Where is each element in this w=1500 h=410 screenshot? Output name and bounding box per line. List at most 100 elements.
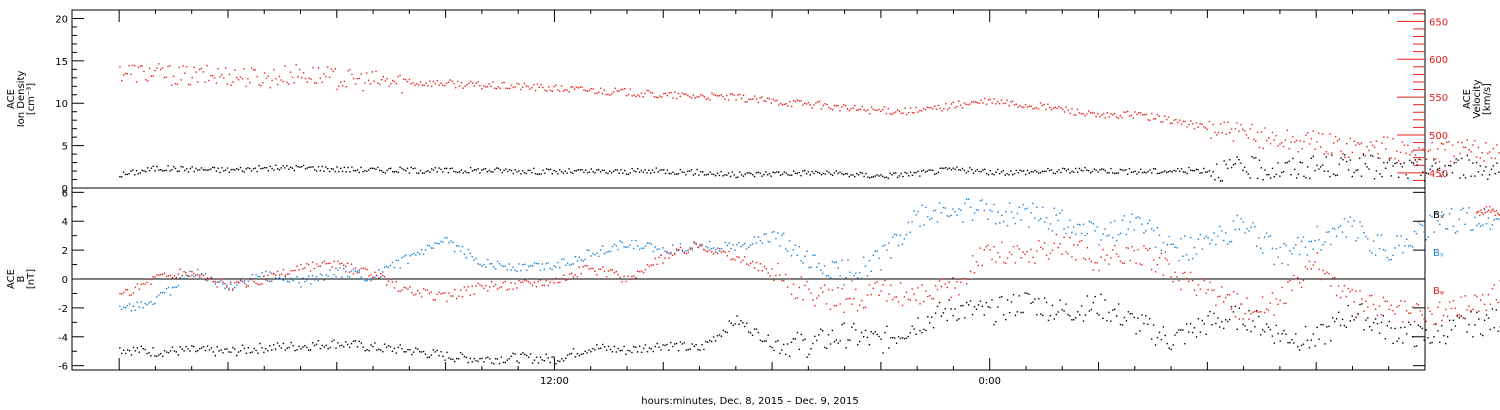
data-point [220,280,222,282]
data-point [464,170,466,172]
data-point [1160,249,1163,251]
data-point [275,164,277,166]
data-point [294,269,296,272]
data-point [876,109,878,112]
data-point [1119,232,1122,234]
data-point [1464,317,1466,320]
data-point [940,315,943,317]
data-point [282,165,284,167]
data-point [1343,324,1346,327]
data-point [1321,164,1324,166]
data-point [434,351,436,353]
data-point [1321,133,1324,135]
data-point [1384,338,1386,340]
data-point [1067,253,1069,255]
data-point [345,86,347,88]
data-point [1376,322,1379,325]
data-point [890,284,892,286]
data-point [461,296,464,298]
data-point [613,345,616,348]
data-point [1485,142,1487,144]
data-point [857,310,859,312]
data-point [1271,131,1274,134]
data-point [584,258,586,261]
data-point [531,171,533,174]
data-point [1234,315,1237,318]
data-point [1028,226,1030,228]
data-point [744,242,746,245]
data-point [883,176,886,179]
data-point [931,217,933,219]
data-point [199,348,201,350]
data-point [674,91,676,93]
data-point [841,323,843,326]
data-point [148,278,150,280]
data-point [284,276,286,278]
data-point [1069,172,1071,174]
data-point [882,175,884,177]
data-point [718,250,721,252]
data-point [1318,168,1320,170]
data-point [796,99,798,101]
data-point [755,172,758,174]
data-point [179,346,181,348]
data-point [163,349,166,352]
data-point [993,323,995,326]
data-point [247,285,249,287]
data-point [872,108,875,110]
data-point [731,93,733,95]
data-point [1151,228,1153,230]
data-point [1217,176,1220,179]
data-point [794,338,797,340]
data-point [539,279,542,281]
data-point [590,351,592,353]
data-point [1145,315,1147,317]
data-point [1095,115,1097,118]
data-point [308,275,310,277]
data-point [927,216,929,218]
data-point [582,266,584,268]
data-point [1373,146,1376,148]
data-point [1332,317,1334,319]
data-point [438,243,440,245]
data-point [311,261,314,263]
data-point [1125,111,1127,113]
data-point [1310,240,1312,243]
data-point [1067,313,1069,316]
data-point [477,168,479,170]
data-point [524,279,526,281]
data-point [1254,326,1256,328]
data-point [783,343,785,346]
data-point [156,274,158,276]
data-point [1073,244,1075,246]
data-point [944,207,946,209]
data-point [537,362,540,364]
data-point [1127,311,1129,313]
data-point [934,173,936,175]
data-point [565,279,567,282]
data-point [740,320,742,322]
data-point [442,171,444,173]
data-point [812,254,814,257]
data-point [161,170,164,172]
data-point [742,94,745,96]
data-point [1476,224,1478,227]
data-point [1106,319,1108,322]
data-point [942,206,945,209]
data-point [1069,315,1071,317]
data-point [518,83,520,85]
data-point [317,279,320,282]
data-point [1135,217,1137,219]
data-point [687,251,689,254]
data-point [1495,299,1497,301]
data-point [1355,290,1357,292]
data-point [1314,261,1316,263]
data-point [1331,152,1333,154]
data-point [924,109,927,111]
data-point [1211,239,1213,241]
data-point [1250,313,1252,315]
data-point [790,255,793,257]
data-point [160,353,162,355]
data-point [893,112,895,114]
data-point [1398,176,1400,178]
